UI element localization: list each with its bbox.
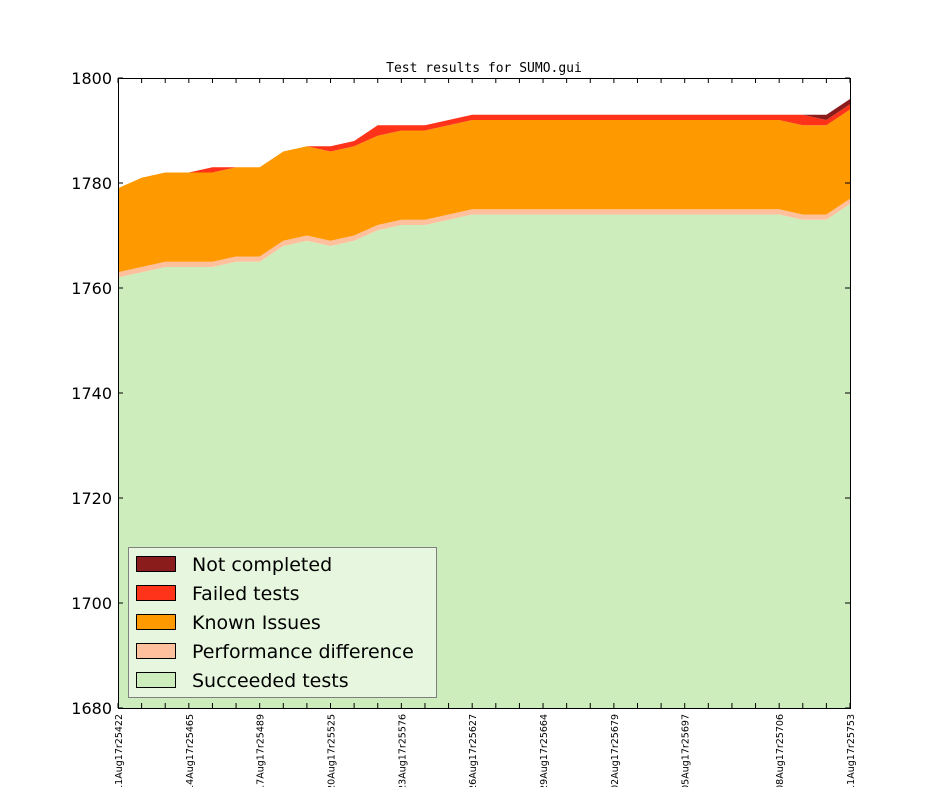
x-tick-label: 23Aug17r25576 bbox=[397, 714, 408, 787]
legend-swatch-performance-difference bbox=[136, 643, 176, 659]
legend: Not completed Failed tests Known Issues Per… bbox=[128, 547, 437, 698]
x-tick-label: 05Aug17r25697 bbox=[681, 714, 692, 787]
legend-swatch-not-completed bbox=[136, 556, 176, 572]
x-tick-label: 02Aug17r25679 bbox=[610, 714, 621, 787]
chart-title: Test results for SUMO.gui bbox=[386, 61, 582, 76]
x-tick-label: 17Aug17r25489 bbox=[256, 714, 267, 787]
area-performance-difference bbox=[118, 198, 850, 278]
x-axis: 11Aug17r25422 14Aug17r25465 17Aug17r25489 2… bbox=[114, 78, 857, 787]
y-tick-label: 1680 bbox=[71, 699, 112, 718]
y-tick-label: 1720 bbox=[71, 489, 112, 508]
legend-box bbox=[128, 547, 437, 698]
x-tick-label: 20Aug17r25525 bbox=[327, 714, 338, 787]
legend-label-succeeded-tests: Succeeded tests bbox=[192, 670, 349, 692]
legend-label-failed-tests: Failed tests bbox=[192, 583, 300, 605]
y-tick-label: 1780 bbox=[71, 174, 112, 193]
x-tick-label: 11Aug17r25422 bbox=[114, 714, 125, 787]
y-axis: 1680 1700 1720 1740 1760 1780 1800 bbox=[71, 69, 850, 718]
y-tick-label: 1760 bbox=[71, 279, 112, 298]
x-tick-label: 11Aug17r25753 bbox=[846, 714, 857, 787]
y-tick-label: 1700 bbox=[71, 594, 112, 613]
y-tick-label: 1740 bbox=[71, 384, 112, 403]
x-tick-label: 26Aug17r25627 bbox=[468, 714, 479, 787]
legend-label-performance-difference: Performance difference bbox=[192, 641, 414, 663]
area-known-issues bbox=[118, 109, 850, 273]
legend-label-known-issues: Known Issues bbox=[192, 612, 321, 634]
legend-swatch-known-issues bbox=[136, 614, 176, 630]
legend-label-not-completed: Not completed bbox=[192, 554, 332, 576]
legend-swatch-failed-tests bbox=[136, 585, 176, 601]
y-tick-label: 1800 bbox=[71, 69, 112, 88]
x-tick-label: 08Aug17r25706 bbox=[775, 714, 786, 787]
x-tick-label: 14Aug17r25465 bbox=[185, 714, 196, 787]
x-tick-label: 29Aug17r25664 bbox=[539, 714, 550, 787]
legend-swatch-succeeded-tests bbox=[136, 672, 176, 688]
